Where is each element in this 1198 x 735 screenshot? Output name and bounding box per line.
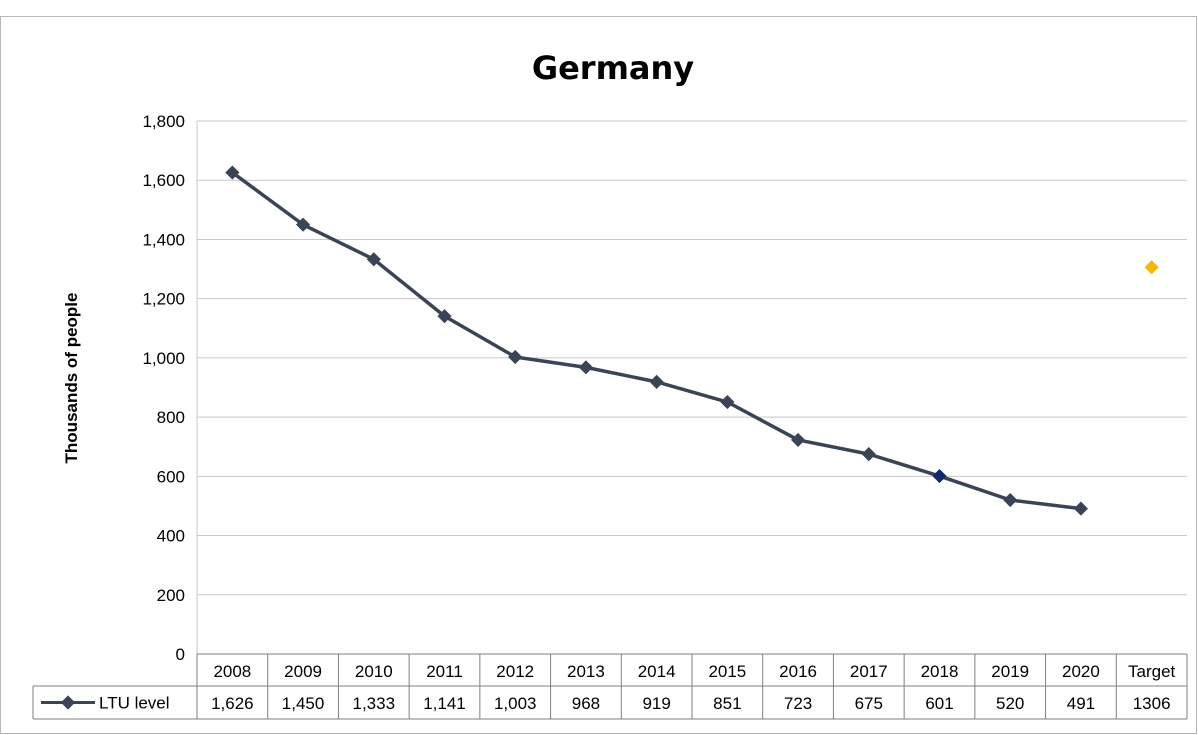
- x-tick-label: 2015: [708, 662, 746, 681]
- data-label: 919: [642, 694, 670, 713]
- data-label: 1,450: [282, 694, 325, 713]
- x-tick-label: 2018: [921, 662, 959, 681]
- target-point: [1144, 260, 1159, 275]
- data-point: [1003, 492, 1018, 508]
- y-tick-label: 1,800: [142, 112, 185, 131]
- x-tick-label: 2009: [284, 662, 322, 681]
- data-label: 601: [925, 694, 953, 713]
- data-point: [578, 360, 593, 375]
- x-tick-label: 2016: [779, 662, 817, 681]
- x-tick-label: 2013: [567, 662, 605, 681]
- data-point: [225, 165, 240, 180]
- chart-title: Germany: [532, 49, 694, 87]
- data-point: [296, 217, 311, 232]
- x-tick-label: 2010: [355, 662, 393, 681]
- y-axis-label: Thousands of people: [62, 293, 81, 464]
- x-tick-label: 2019: [991, 662, 1029, 681]
- data-point: [649, 374, 664, 389]
- data-point: [366, 252, 381, 267]
- data-point: [932, 468, 947, 484]
- y-tick-label: 1,400: [142, 230, 185, 249]
- chart-frame: [0, 16, 1197, 734]
- series-markers: [225, 165, 1159, 516]
- legend-marker: [60, 695, 76, 710]
- x-tick-label: 2020: [1062, 662, 1100, 681]
- data-label: 1,626: [211, 694, 254, 713]
- data-label: 520: [996, 694, 1024, 713]
- x-tick-label: Target: [1128, 662, 1176, 681]
- data-point: [791, 432, 806, 447]
- x-tick-label: 2008: [213, 662, 251, 681]
- legend-label: LTU level: [99, 694, 170, 713]
- data-table: 2008 1,626 2009 1,450 2010 1,333 2011 1,141 2012…: [32, 653, 1188, 720]
- data-label: 723: [784, 694, 812, 713]
- x-tick-label: 2011: [426, 662, 463, 681]
- y-tick-label: 200: [157, 586, 185, 605]
- x-tick-label: 2017: [850, 662, 888, 681]
- y-tick-label: 600: [157, 467, 185, 486]
- y-tick-label: 0: [176, 645, 185, 664]
- y-tick-label: 1,000: [142, 349, 185, 368]
- y-tick-label: 400: [157, 527, 185, 546]
- gridlines: [196, 120, 1187, 654]
- y-tick-label: 1,200: [142, 290, 185, 309]
- data-label: 851: [713, 694, 741, 713]
- y-tick-label: 1,600: [142, 171, 185, 190]
- data-point: [437, 309, 452, 324]
- data-point: [1073, 501, 1088, 516]
- data-point: [508, 349, 523, 365]
- data-label: 1,003: [494, 694, 537, 713]
- data-label: 491: [1067, 694, 1095, 713]
- y-axis-ticks: 0 200 400 600 800 1,000 1,200 1,400 1,600 1,800: [142, 112, 185, 664]
- data-label: 1,333: [353, 694, 396, 713]
- data-label: 1306: [1133, 694, 1171, 713]
- data-point: [720, 394, 735, 410]
- data-point: [861, 447, 876, 462]
- data-label: 968: [572, 694, 600, 713]
- x-tick-label: 2014: [638, 662, 676, 681]
- data-label: 1,141: [423, 694, 466, 713]
- data-label: 675: [855, 694, 883, 713]
- y-tick-label: 800: [157, 408, 185, 427]
- x-tick-label: 2012: [496, 662, 534, 681]
